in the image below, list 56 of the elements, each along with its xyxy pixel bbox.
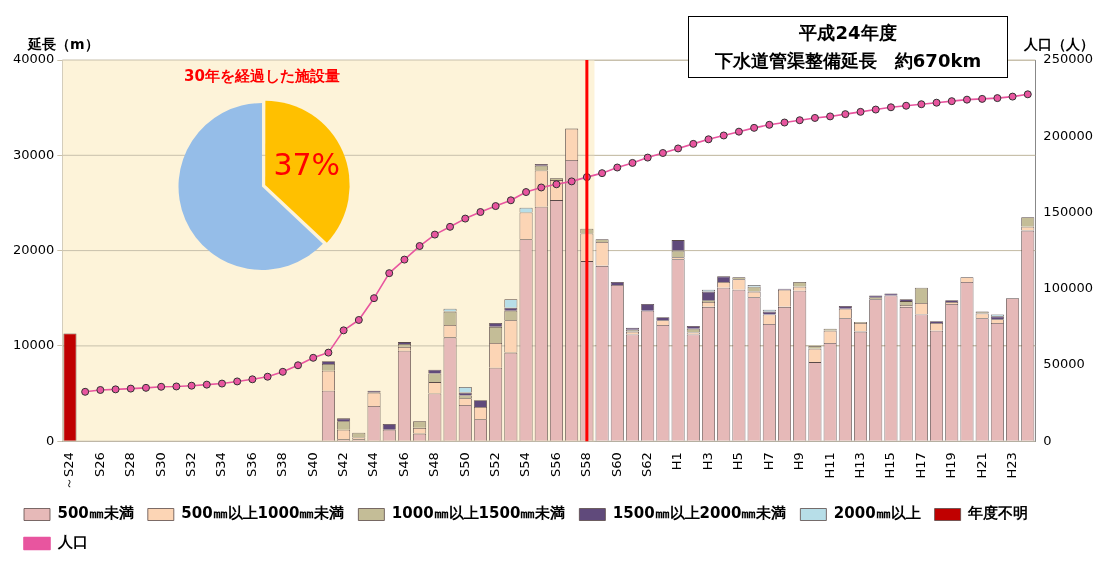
x-tick-label: S38 xyxy=(274,452,290,477)
x-tick-label: S26 xyxy=(91,452,107,477)
legend-label: 年度不明 xyxy=(967,504,1029,523)
x-tick-label: H23 xyxy=(1003,452,1019,479)
x-tick-label: S28 xyxy=(122,452,138,477)
y-axis-title: 延長（m） xyxy=(27,35,99,52)
x-tick-label: ～S24 xyxy=(61,452,77,490)
y-tick-label: 20000 xyxy=(13,241,55,257)
x-tick-label: H9 xyxy=(791,452,807,471)
x-tick-label: H17 xyxy=(912,452,928,479)
x-tick-label: S62 xyxy=(639,452,655,477)
legend-label: 2000㎜以上 xyxy=(833,504,921,523)
y-tick-label: 10000 xyxy=(13,337,55,353)
chart-subtitle: 下水道管渠整備延長 約670km xyxy=(713,49,983,73)
y2-tick-label: 250000 xyxy=(1043,51,1094,67)
y-tick-label: 40000 xyxy=(13,51,55,67)
x-tick-label: H15 xyxy=(882,452,898,479)
x-tick-label: S40 xyxy=(304,452,320,477)
legend-label: 500㎜未満 xyxy=(57,504,134,523)
y2-tick-label: 0 xyxy=(1043,432,1052,448)
x-tick-label: S48 xyxy=(426,452,442,477)
x-tick-label: S58 xyxy=(578,452,594,477)
chart-title: 平成24年度 xyxy=(798,21,898,45)
x-tick-label: S60 xyxy=(608,452,624,477)
chart-title: 30年を経過した施設量 xyxy=(184,66,340,85)
x-tick-label: S30 xyxy=(152,452,168,477)
legend-label: 人口 xyxy=(56,533,88,552)
x-tick-label: H5 xyxy=(730,452,746,471)
data-label: 37% xyxy=(273,146,341,182)
y-tick-label: 0 xyxy=(46,432,55,448)
y2-tick-label: 200000 xyxy=(1043,127,1094,143)
x-tick-label: H11 xyxy=(821,452,837,479)
y2-tick-label: 150000 xyxy=(1043,203,1094,219)
x-tick-label: H13 xyxy=(851,452,867,479)
y2-axis-title: 人口（人） xyxy=(1023,35,1094,52)
x-tick-label: H21 xyxy=(973,452,989,479)
legend-label: 500㎜以上1000㎜未満 xyxy=(181,504,345,523)
x-tick-label: S34 xyxy=(213,452,229,477)
legend-label: 1500㎜以上2000㎜未満 xyxy=(612,504,787,523)
y2-tick-label: 100000 xyxy=(1043,280,1094,296)
x-tick-label: S54 xyxy=(517,452,533,477)
x-tick-label: H1 xyxy=(669,452,685,471)
x-tick-label: S50 xyxy=(456,452,472,477)
x-tick-label: S36 xyxy=(243,452,259,477)
x-tick-label: H7 xyxy=(760,452,776,471)
x-tick-label: S32 xyxy=(182,452,198,477)
y-tick-label: 30000 xyxy=(13,146,55,162)
x-tick-label: H19 xyxy=(943,452,959,479)
x-tick-label: S46 xyxy=(395,452,411,477)
legend-label: 1000㎜以上1500㎜未満 xyxy=(391,504,566,523)
y2-tick-label: 50000 xyxy=(1043,356,1085,372)
x-tick-label: S42 xyxy=(334,452,350,477)
x-tick-label: S56 xyxy=(547,452,563,477)
x-tick-label: S52 xyxy=(487,452,503,477)
x-tick-label: S44 xyxy=(365,452,381,477)
x-tick-label: H3 xyxy=(699,452,715,471)
